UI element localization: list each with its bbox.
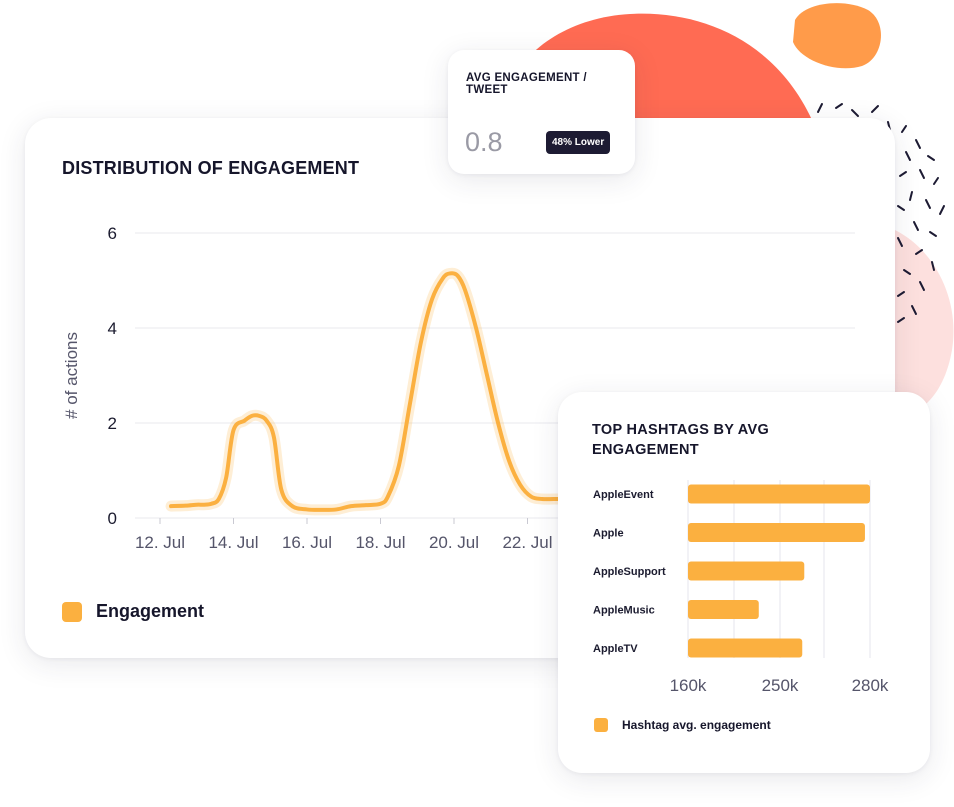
y-tick-label: 2 (108, 414, 117, 433)
y-tick-label: 0 (108, 509, 117, 528)
x-tick-label: 14. Jul (208, 533, 258, 552)
avg-engagement-title: AVG ENGAGEMENT / TWEET (466, 72, 587, 96)
avg-engagement-card: AVG ENGAGEMENT / TWEET 0.8 48% Lower (448, 50, 635, 174)
bar-appleevent (688, 484, 870, 504)
x-tick-label: 20. Jul (429, 533, 479, 552)
engagement-line-chart: 0 2 4 6 # of actions 12. Jul 14. Jul 16. Jul 18.… (62, 224, 855, 552)
x-tick-label: 160k (670, 676, 707, 695)
series-line-engagement (169, 271, 565, 512)
bar-apple (688, 523, 865, 542)
category-label: Apple (593, 528, 624, 540)
chart-title: DISTRIBUTION OF ENGAGEMENT (62, 158, 360, 178)
x-tick-label: 16. Jul (282, 533, 332, 552)
y-axis-label: # of actions (62, 332, 81, 419)
dash-pattern (817, 103, 945, 323)
category-label: AppleSupport (593, 566, 666, 578)
top-hashtags-card: TOP HASHTAGS BY AVG ENGAGEMENT 160k 250k 2… (558, 392, 930, 773)
y-tick-label: 6 (108, 224, 117, 243)
hashtags-title: TOP HASHTAGS BY AVG ENGAGEMENT (592, 422, 770, 458)
avg-engagement-value: 0.8 (465, 127, 503, 157)
legend-label: Engagement (96, 601, 205, 621)
x-tick-label: 12. Jul (135, 533, 185, 552)
y-tick-label: 4 (108, 319, 117, 338)
pink-blob (895, 230, 954, 418)
legend-label: Hashtag avg. engagement (622, 718, 771, 732)
bar-applesupport (688, 561, 805, 581)
orange-blob (793, 3, 881, 69)
bar-appletv (688, 638, 803, 658)
hashtag-bar-chart: 160k 250k 280k AppleEvent Apple AppleSupport A… (593, 480, 889, 695)
x-tick-label: 18. Jul (355, 533, 405, 552)
hashtag-legend[interactable]: Hashtag avg. engagement (594, 718, 771, 732)
series-line-glow (165, 267, 568, 516)
legend-swatch (62, 601, 82, 622)
legend-swatch (594, 718, 608, 732)
category-label: AppleTV (593, 643, 638, 655)
category-label: AppleEvent (593, 489, 654, 501)
x-tick-label: 280k (852, 676, 889, 695)
x-tick-label: 250k (762, 676, 799, 695)
chart-legend[interactable]: Engagement (62, 601, 204, 622)
category-label: AppleMusic (593, 605, 655, 617)
comparison-badge: 48% Lower (546, 131, 611, 154)
x-tick-label: 22. Jul (502, 533, 552, 552)
bar-applemusic (688, 600, 759, 619)
